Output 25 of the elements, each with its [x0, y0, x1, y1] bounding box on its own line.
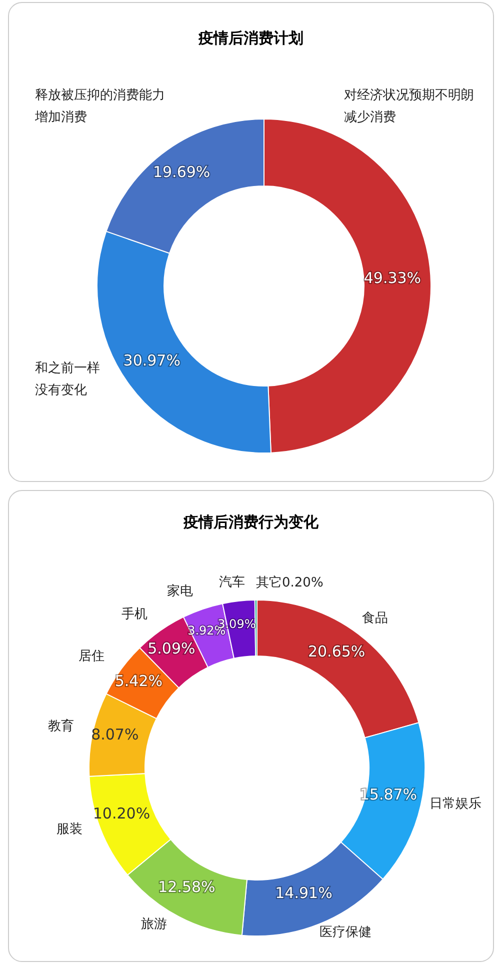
data-label: 5.09% — [148, 639, 196, 658]
slice-label: 手机 — [121, 606, 148, 622]
slice-label: 和之前一样没有变化 — [35, 360, 100, 398]
slice-label: 其它0.20% — [256, 574, 324, 590]
data-label: 19.69% — [152, 163, 210, 182]
data-label: 20.65% — [308, 642, 366, 660]
slice-label: 教育 — [48, 718, 74, 734]
slice-label: 医疗保健 — [319, 924, 372, 940]
slice-label: 旅游 — [141, 916, 168, 932]
chart-title: 疫情后消费计划 — [197, 29, 304, 48]
slice-label: 家电 — [167, 582, 194, 598]
data-label: 14.91% — [275, 884, 332, 902]
slice-label: 日常娱乐 — [429, 796, 482, 812]
data-label: 5.42% — [114, 672, 163, 690]
slice-label: 汽车 — [219, 574, 246, 590]
data-label: 30.97% — [123, 352, 180, 370]
data-label: 49.33% — [364, 269, 422, 288]
data-label: 8.07% — [91, 726, 139, 744]
slice-label: 服装 — [56, 821, 82, 836]
data-label: 12.58% — [158, 878, 216, 896]
slice-label: 对经济状况预期不明朗减少消费 — [344, 86, 474, 124]
slice-label: 释放被压抑的消费能力增加消费 — [34, 88, 165, 124]
slice-label: 食品 — [362, 610, 388, 626]
slice-label: 居住 — [78, 648, 105, 664]
chart-title: 疫情后消费行为变化 — [182, 513, 320, 532]
